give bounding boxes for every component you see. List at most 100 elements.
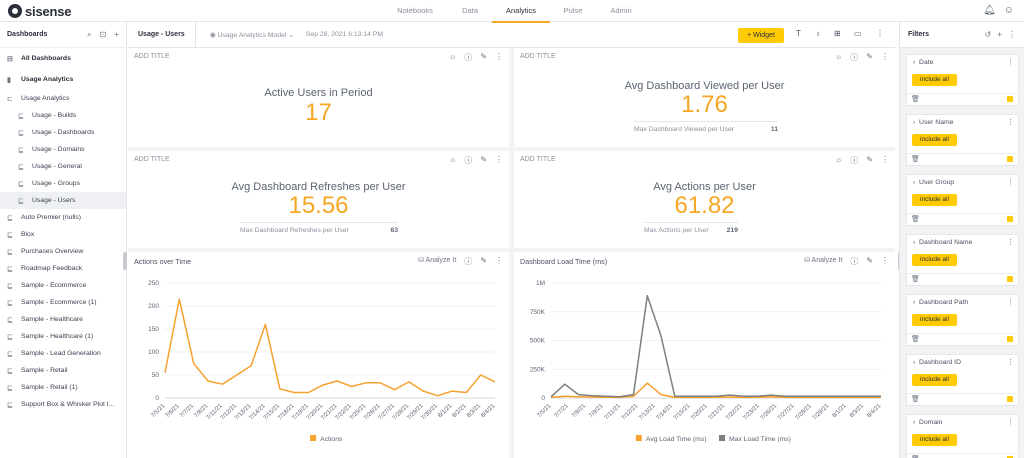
sidebar-item[interactable]: ⊑ Sample - Lead Generation [0,345,126,362]
info-icon[interactable]: ⓘ [850,156,859,165]
nav-tab-admin[interactable]: Admin [610,6,632,15]
indicator-avg-dashboard-viewed[interactable]: ADD TITLE ☼ ⓘ ✎ ⋮ Avg Dashboard Viewed per … [514,48,895,147]
nav-tab-pulse[interactable]: Pulse [563,6,583,15]
sidebar-item[interactable]: ⊑ Sample - Ecommerce (1) [0,294,126,311]
indicator-avg-actions[interactable]: ADD TITLE ☼ ⓘ ✎ ⋮ Avg Actions per User 61.8… [514,151,895,248]
sidebar-item[interactable]: ⊑ Usage - Users [0,192,126,209]
more-icon[interactable]: ⋮ [1008,30,1016,39]
new-folder-icon[interactable]: ⊡ [99,30,107,39]
filter-menu-icon[interactable]: ⋮ [1007,359,1014,366]
text-icon[interactable]: T [796,29,801,38]
nav-tab-data[interactable]: Data [462,6,478,15]
sidebar-item[interactable]: ⊏ Usage Analytics [0,90,126,107]
sidebar-item[interactable]: ⊑ Sample - Retail [0,362,126,379]
sidebar-item[interactable]: ⊑ Sample - Retail (1) [0,379,126,396]
include-all-button[interactable]: include all [912,374,957,386]
edit-filter-icon[interactable] [1007,396,1013,402]
share-icon[interactable]: ⊞ [834,29,841,38]
info-icon[interactable]: ⓘ [464,53,473,62]
include-all-button[interactable]: include all [912,134,957,146]
bell-icon[interactable]: 🔔︎ [983,5,996,16]
sidebar-item[interactable]: ⊑ Support Box & Whisker Plot I... [0,396,126,413]
edit-filter-icon[interactable] [1007,156,1013,162]
user-icon[interactable]: ☺︎ [1003,5,1014,16]
filter-card[interactable]: › User Group ⋮ include all 🗑︎ [906,174,1019,226]
trash-icon[interactable]: 🗑︎ [911,96,920,103]
filter-name[interactable]: › Dashboard Name [913,239,972,246]
nav-tab-analytics[interactable]: Analytics [492,0,550,23]
more-icon[interactable]: ⋮ [876,29,884,38]
bulb-icon[interactable]: ☼ [834,155,843,164]
sidebar-item[interactable]: ⊑ Purchases Overview [0,243,126,260]
widget-title[interactable]: ADD TITLE [520,156,556,163]
info-icon[interactable]: ⓘ [464,156,473,165]
sidebar-item[interactable]: ⊑ Usage - General [0,158,126,175]
edit-filter-icon[interactable] [1007,456,1013,458]
nav-tab-notebooks[interactable]: Notebooks [397,6,433,15]
filter-name[interactable]: › Date [913,59,933,66]
widget-title[interactable]: ADD TITLE [134,53,170,60]
edit-icon[interactable]: ✎ [480,52,487,61]
more-icon[interactable]: ⋮ [881,256,889,265]
more-icon[interactable]: ⋮ [495,52,503,61]
chart-title[interactable]: Dashboard Load Time (ms) [520,257,608,266]
add-widget-button[interactable]: + Widget [738,28,784,43]
info-icon[interactable]: ⓘ [464,257,473,266]
sidebar-item[interactable]: ⊑ Auto Premier (nulls) [0,209,126,226]
filter-menu-icon[interactable]: ⋮ [1007,119,1014,126]
sidebar-item[interactable]: ⊑ Sample - Healthcare [0,311,126,328]
filter-card[interactable]: › Dashboard Path ⋮ include all 🗑︎ [906,294,1019,346]
indicator-avg-dashboard-refreshes[interactable]: ADD TITLE ☼ ⓘ ✎ ⋮ Avg Dashboard Refreshes p… [128,151,509,248]
filter-name[interactable]: › Domain [913,419,942,426]
include-all-button[interactable]: include all [912,74,957,86]
trash-icon[interactable]: 🗑︎ [911,455,920,458]
sidebar-item[interactable]: ⊑ Usage - Groups [0,175,126,192]
filter-name[interactable]: › User Group [913,179,954,186]
trash-icon[interactable]: 🗑︎ [911,336,920,343]
chart-actions-over-time[interactable]: Actions over Time ⛁ Analyze It ⓘ ✎ ⋮ 0 50 100… [128,252,509,458]
sidebar-item[interactable]: ⊑ Sample - Healthcare (1) [0,328,126,345]
info-icon[interactable]: ⓘ [850,257,859,266]
sidebar-item[interactable]: ⊑ Usage - Builds [0,107,126,124]
edit-icon[interactable]: ✎ [866,155,873,164]
data-model-selector[interactable]: ◉ Usage Analytics Model ⌄ [209,31,294,39]
bulb-icon[interactable]: ☼ [448,52,457,61]
add-filter-icon[interactable]: + [997,30,1002,39]
sidebar-item[interactable]: ⊑ Blox [0,226,126,243]
monitor-icon[interactable]: ▭ [854,29,862,38]
trash-icon[interactable]: 🗑︎ [911,396,920,403]
analyze-it-button[interactable]: ⛁ Analyze It [804,257,843,264]
filter-card[interactable]: › Date ⋮ include all 🗑︎ [906,54,1019,106]
widget-title[interactable]: ADD TITLE [520,53,556,60]
trash-icon[interactable]: 🗑︎ [911,276,920,283]
filter-menu-icon[interactable]: ⋮ [1007,299,1014,306]
edit-icon[interactable]: ✎ [866,52,873,61]
include-all-button[interactable]: include all [912,194,957,206]
analyze-it-button[interactable]: ⛁ Analyze It [418,257,457,264]
filter-name[interactable]: › Dashboard Path [913,299,968,306]
filter-menu-icon[interactable]: ⋮ [1007,179,1014,186]
filter-name[interactable]: › User Name [913,119,953,126]
search-icon[interactable]: ⌕ [87,29,92,39]
edit-filter-icon[interactable] [1007,216,1013,222]
include-all-button[interactable]: include all [912,254,957,266]
chart-dashboard-load-time[interactable]: Dashboard Load Time (ms) ⛁ Analyze It ⓘ ✎ ⋮… [514,252,895,458]
logo[interactable]: sisense [8,3,72,19]
more-icon[interactable]: ⋮ [495,155,503,164]
sidebar-item[interactable]: ⊟ All Dashboards [0,48,126,69]
edit-filter-icon[interactable] [1007,96,1013,102]
indicator-active-users[interactable]: ADD TITLE ☼ ⓘ ✎ ⋮ Active Users in Period 17 [128,48,509,147]
info-icon[interactable]: ⓘ [850,53,859,62]
trash-icon[interactable]: 🗑︎ [911,216,920,223]
sidebar-item[interactable]: ⊑ Usage - Dashboards [0,124,126,141]
edit-icon[interactable]: ✎ [480,155,487,164]
filter-card[interactable]: › Dashboard ID ⋮ include all 🗑︎ [906,354,1019,406]
sidebar-item[interactable]: ⊑ Usage - Domains [0,141,126,158]
widget-title[interactable]: ADD TITLE [134,156,170,163]
edit-filter-icon[interactable] [1007,276,1013,282]
trash-icon[interactable]: 🗑︎ [911,156,920,163]
paint-icon[interactable]: ♁ [815,29,821,38]
include-all-button[interactable]: include all [912,434,957,446]
filter-menu-icon[interactable]: ⋮ [1007,419,1014,426]
filter-card[interactable]: › Domain ⋮ include all 🗑︎ [906,414,1019,458]
